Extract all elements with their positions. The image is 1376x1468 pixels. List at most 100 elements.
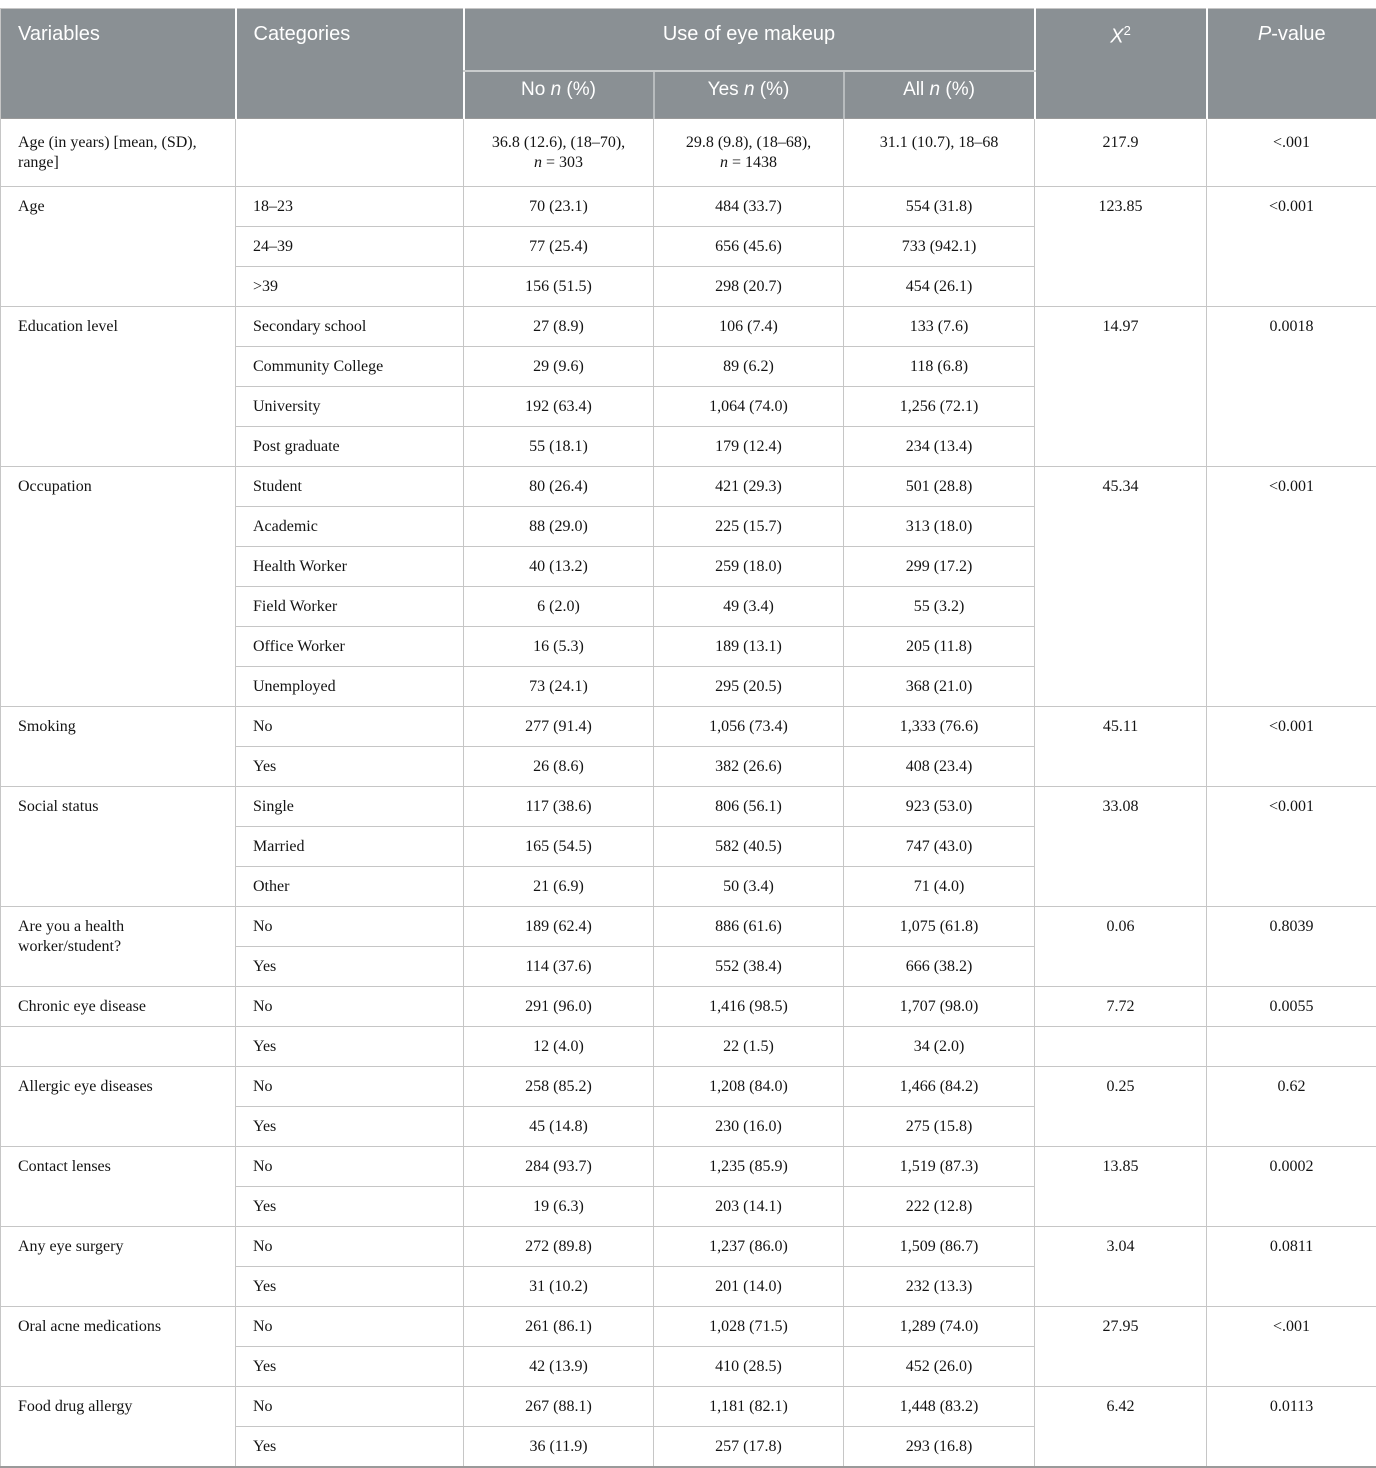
cell-yes-makeup: 201 (14.0)	[654, 1267, 844, 1307]
header-row-top: Variables Categories Use of eye makeup X…	[1, 9, 1376, 72]
cell-no-makeup: 45 (14.8)	[464, 1107, 654, 1147]
p-symbol: P	[1258, 23, 1271, 45]
table-body: Age (in years) [mean, (SD), range]36.8 (…	[1, 119, 1376, 1468]
cell-p-value: <0.001	[1207, 787, 1376, 907]
cell-category: No	[236, 1067, 464, 1107]
cell-yes-makeup: 257 (17.8)	[654, 1427, 844, 1468]
cell-category: Yes	[236, 1027, 464, 1067]
cell-p-value: 0.0113	[1207, 1387, 1376, 1468]
cell-p-value: <0.001	[1207, 707, 1376, 787]
cell-variable: Contact lenses	[1, 1147, 236, 1227]
cell-variable: Chronic eye disease	[1, 987, 236, 1027]
cell-category: Yes	[236, 1427, 464, 1468]
cell-variable: Food drug allergy	[1, 1387, 236, 1468]
cell-chi-square: 0.25	[1035, 1067, 1207, 1147]
cell-p-value: 0.0018	[1207, 307, 1376, 467]
cell-yes-makeup: 295 (20.5)	[654, 667, 844, 707]
cell-all: 1,466 (84.2)	[844, 1067, 1035, 1107]
cell-all: 118 (6.8)	[844, 347, 1035, 387]
cell-p-value: <.001	[1207, 1307, 1376, 1387]
cell-no-makeup: 36.8 (12.6), (18–70),n = 303	[464, 119, 654, 187]
cell-all: 31.1 (10.7), 18–68	[844, 119, 1035, 187]
cell-all: 34 (2.0)	[844, 1027, 1035, 1067]
cell-category: Married	[236, 827, 464, 867]
cell-all: 55 (3.2)	[844, 587, 1035, 627]
cell-category: Yes	[236, 1267, 464, 1307]
cell-all: 1,509 (86.7)	[844, 1227, 1035, 1267]
cell-category: Yes	[236, 1187, 464, 1227]
cell-yes-makeup: 29.8 (9.8), (18–68),n = 1438	[654, 119, 844, 187]
cell-yes-makeup: 230 (16.0)	[654, 1107, 844, 1147]
column-header-p-value: P-value	[1207, 9, 1376, 119]
cell-yes-makeup: 189 (13.1)	[654, 627, 844, 667]
cell-p-value: 0.62	[1207, 1067, 1376, 1147]
cell-category: 24–39	[236, 227, 464, 267]
column-header-use-of-eye-makeup: Use of eye makeup	[464, 9, 1035, 72]
cell-no-makeup: 55 (18.1)	[464, 427, 654, 467]
cell-chi-square: 6.42	[1035, 1387, 1207, 1468]
cell-no-makeup: 73 (24.1)	[464, 667, 654, 707]
cell-chi-square: 45.11	[1035, 707, 1207, 787]
cell-category: Yes	[236, 1107, 464, 1147]
cell-yes-makeup: 106 (7.4)	[654, 307, 844, 347]
cell-variable: Oral acne medications	[1, 1307, 236, 1387]
cell-yes-makeup: 484 (33.7)	[654, 187, 844, 227]
cell-category: Yes	[236, 747, 464, 787]
cell-p-value: <.001	[1207, 119, 1376, 187]
chi-symbol: X	[1110, 26, 1123, 48]
cell-yes-makeup: 1,416 (98.5)	[654, 987, 844, 1027]
cell-category: No	[236, 1227, 464, 1267]
cell-no-makeup: 88 (29.0)	[464, 507, 654, 547]
cell-all: 733 (942.1)	[844, 227, 1035, 267]
cell-all: 133 (7.6)	[844, 307, 1035, 347]
cell-chi-square: 3.04	[1035, 1227, 1207, 1307]
cell-yes-makeup: 298 (20.7)	[654, 267, 844, 307]
cell-all: 275 (15.8)	[844, 1107, 1035, 1147]
cell-all: 1,289 (74.0)	[844, 1307, 1035, 1347]
cell-yes-makeup: 1,064 (74.0)	[654, 387, 844, 427]
cell-no-makeup: 70 (23.1)	[464, 187, 654, 227]
cell-p-value	[1207, 1027, 1376, 1067]
cell-yes-makeup: 1,028 (71.5)	[654, 1307, 844, 1347]
cell-category: Field Worker	[236, 587, 464, 627]
cell-p-value: 0.8039	[1207, 907, 1376, 987]
cell-chi-square: 7.72	[1035, 987, 1207, 1027]
cell-variable: Age	[1, 187, 236, 307]
cell-chi-square: 27.95	[1035, 1307, 1207, 1387]
cell-yes-makeup: 410 (28.5)	[654, 1347, 844, 1387]
cell-no-makeup: 29 (9.6)	[464, 347, 654, 387]
cell-category: Student	[236, 467, 464, 507]
cell-variable: Smoking	[1, 707, 236, 787]
cell-all: 293 (16.8)	[844, 1427, 1035, 1468]
column-header-variables: Variables	[1, 9, 236, 119]
statistics-table: Variables Categories Use of eye makeup X…	[0, 8, 1376, 1468]
column-header-all: All n (%)	[844, 71, 1035, 119]
cell-category: No	[236, 1387, 464, 1427]
cell-no-makeup: 12 (4.0)	[464, 1027, 654, 1067]
cell-no-makeup: 77 (25.4)	[464, 227, 654, 267]
cell-no-makeup: 40 (13.2)	[464, 547, 654, 587]
cell-chi-square: 0.06	[1035, 907, 1207, 987]
column-header-categories: Categories	[236, 9, 464, 119]
cell-p-value: <0.001	[1207, 467, 1376, 707]
cell-p-value: 0.0055	[1207, 987, 1376, 1027]
cell-yes-makeup: 886 (61.6)	[654, 907, 844, 947]
cell-yes-makeup: 1,181 (82.1)	[654, 1387, 844, 1427]
cell-p-value: 0.0002	[1207, 1147, 1376, 1227]
cell-category: Single	[236, 787, 464, 827]
cell-yes-makeup: 22 (1.5)	[654, 1027, 844, 1067]
cell-all: 454 (26.1)	[844, 267, 1035, 307]
cell-all: 666 (38.2)	[844, 947, 1035, 987]
cell-no-makeup: 6 (2.0)	[464, 587, 654, 627]
cell-category: Community College	[236, 347, 464, 387]
cell-yes-makeup: 656 (45.6)	[654, 227, 844, 267]
cell-no-makeup: 26 (8.6)	[464, 747, 654, 787]
cell-yes-makeup: 382 (26.6)	[654, 747, 844, 787]
